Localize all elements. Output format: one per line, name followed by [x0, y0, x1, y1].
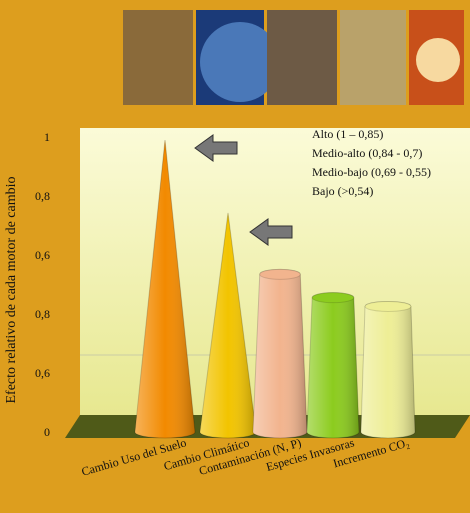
cone-top — [364, 300, 412, 312]
y-tick-label: 0,8 — [35, 307, 50, 321]
y-axis-label: Efecto relativo de cada motor de cambio — [4, 176, 19, 403]
cone-shade — [253, 269, 307, 438]
cone-shade — [361, 301, 415, 438]
legend-item: Bajo (>0,54) — [312, 184, 373, 198]
arrow — [194, 134, 238, 162]
cone — [360, 300, 416, 439]
y-tick-label: 0,6 — [35, 366, 50, 380]
cone — [306, 292, 360, 439]
cone-shade — [200, 213, 256, 438]
cone-top — [259, 268, 301, 280]
cone-top — [311, 292, 355, 304]
legend-item: Medio-bajo (0,69 - 0,55) — [312, 165, 431, 179]
y-tick-label: 0,6 — [35, 248, 50, 262]
y-tick-label: 1 — [44, 130, 50, 144]
cone-shade — [135, 140, 195, 438]
legend-item: Alto (1 – 0,85) — [312, 127, 383, 141]
legend-item: Medio-alto (0,84 - 0,7) — [312, 146, 422, 160]
cone — [134, 139, 196, 439]
cone-shade — [307, 292, 359, 438]
cone — [252, 268, 308, 439]
y-tick-label: 0,8 — [35, 189, 50, 203]
arrow — [249, 218, 293, 246]
y-tick-label: 0 — [44, 425, 50, 439]
photos — [123, 10, 464, 105]
